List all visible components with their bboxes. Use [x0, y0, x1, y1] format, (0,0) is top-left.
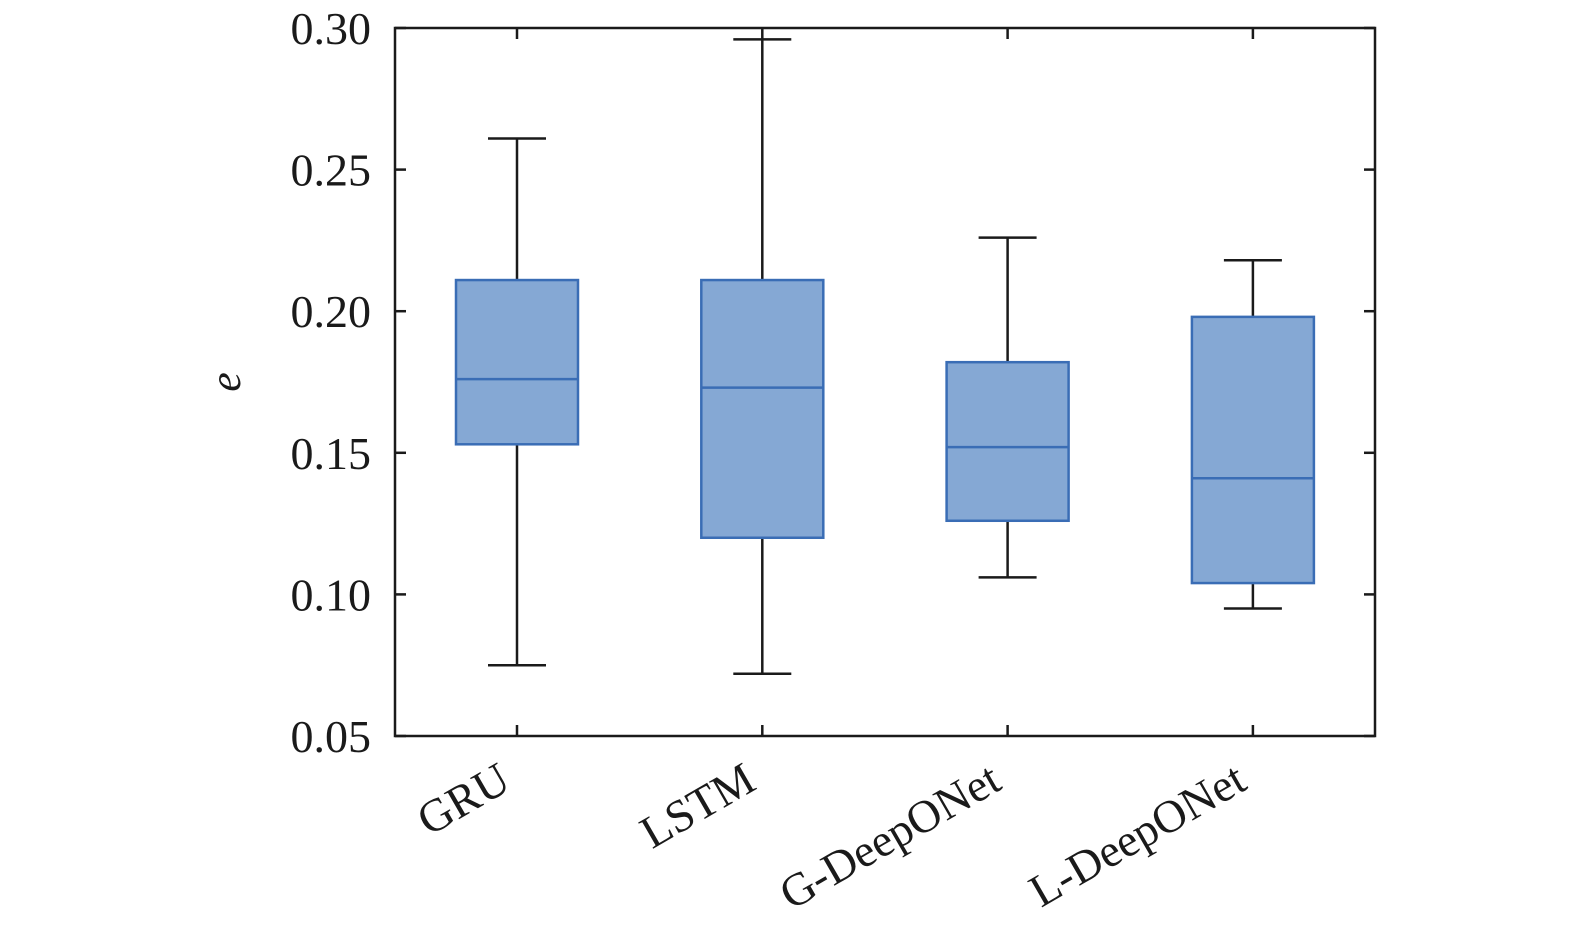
y-tick-label: 0.20 [291, 286, 372, 337]
x-category-label: L-DeepONet [1020, 752, 1254, 916]
y-axis-title: e [201, 372, 250, 392]
y-tick-label: 0.10 [291, 569, 372, 620]
box-iqr [1190, 315, 1316, 585]
x-axis-ticks [515, 28, 1255, 736]
box-g-deeponet [945, 236, 1070, 579]
box-lstm [700, 38, 825, 675]
x-category-label: LSTM [632, 752, 764, 858]
x-category-label: G-DeepONet [771, 752, 1009, 919]
x-axis-category-labels: GRU LSTM G-DeepONet L-DeepONet [408, 752, 1254, 919]
box-iqr [945, 360, 1070, 523]
box-iqr [700, 278, 825, 540]
box-series [454, 38, 1316, 675]
box-l-deeponet [1190, 258, 1316, 610]
y-tick-label: 0.25 [291, 145, 372, 196]
box-gru [454, 137, 580, 667]
y-axis-tick-labels: 0.05 0.10 0.15 0.20 0.25 0.30 [291, 3, 372, 762]
box-iqr [454, 278, 580, 446]
plot-frame [393, 26, 1377, 738]
y-tick-label: 0.30 [291, 3, 372, 54]
y-tick-label: 0.15 [291, 428, 372, 479]
x-category-label: GRU [408, 752, 518, 845]
y-tick-label: 0.05 [291, 711, 372, 762]
